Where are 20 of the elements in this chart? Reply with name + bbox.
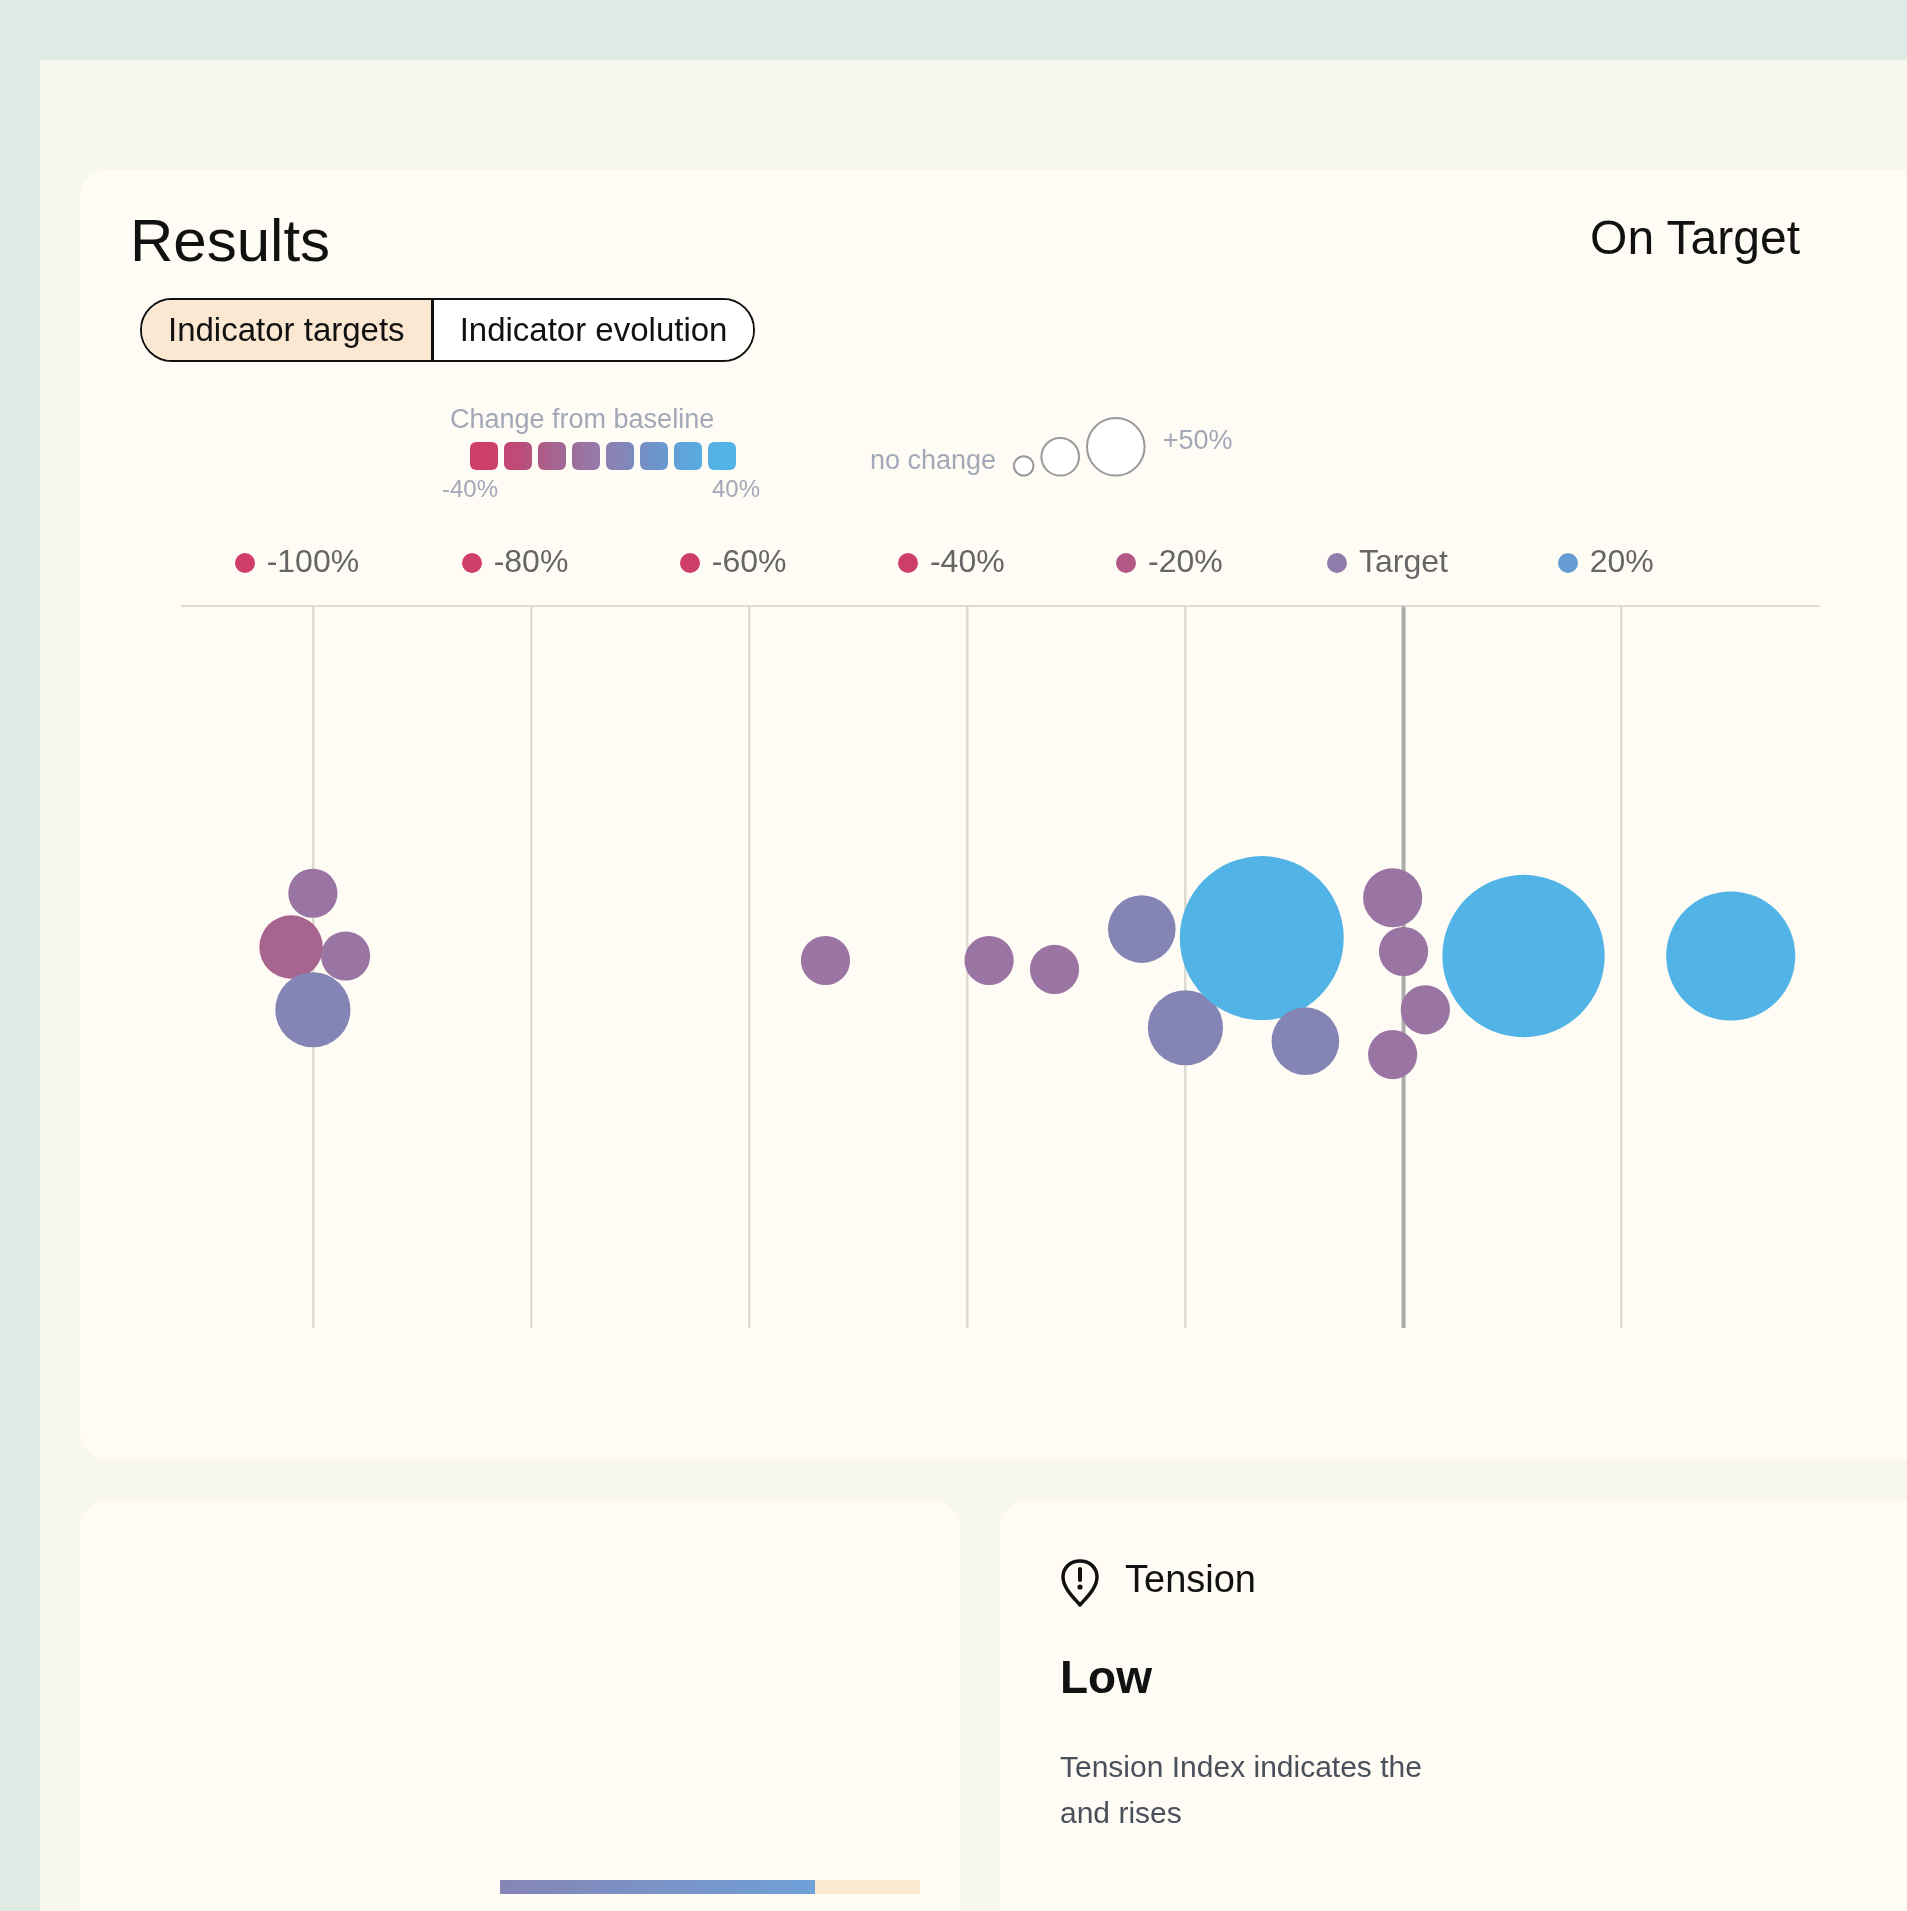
- x-tick-label: Target: [1359, 543, 1449, 580]
- x-tick-label: 20%: [1589, 543, 1654, 580]
- color-bar-label: 40%: [711, 474, 761, 502]
- tab: Indicator targets: [142, 300, 431, 360]
- x-tick-label: -60%: [711, 543, 787, 580]
- text: Tension: [1125, 1558, 1256, 1601]
- color-bar-label: -40%: [441, 474, 499, 502]
- chart-title: Results: [130, 206, 331, 275]
- x-tick-label: -40%: [929, 543, 1005, 580]
- x-tick-label: -20%: [1148, 543, 1223, 580]
- tab: Indicator evolution: [430, 300, 754, 360]
- text: On Target: [1590, 210, 1800, 265]
- x-tick-label: -100%: [266, 543, 360, 580]
- text: Tension Index indicates the: [1060, 1750, 1422, 1784]
- x-tick-label: -80%: [493, 543, 569, 580]
- text: and rises: [1060, 1796, 1182, 1830]
- text: no change: [870, 444, 997, 476]
- color-bar-title: Change from baseline: [450, 404, 715, 434]
- text: +50%: [1162, 424, 1233, 456]
- text: Low: [1060, 1650, 1152, 1704]
